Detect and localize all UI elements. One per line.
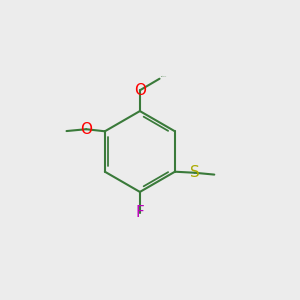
Text: methoxy: methoxy — [161, 76, 167, 77]
Text: S: S — [190, 165, 200, 180]
Text: F: F — [136, 205, 144, 220]
Text: O: O — [80, 122, 92, 137]
Text: O: O — [134, 83, 146, 98]
